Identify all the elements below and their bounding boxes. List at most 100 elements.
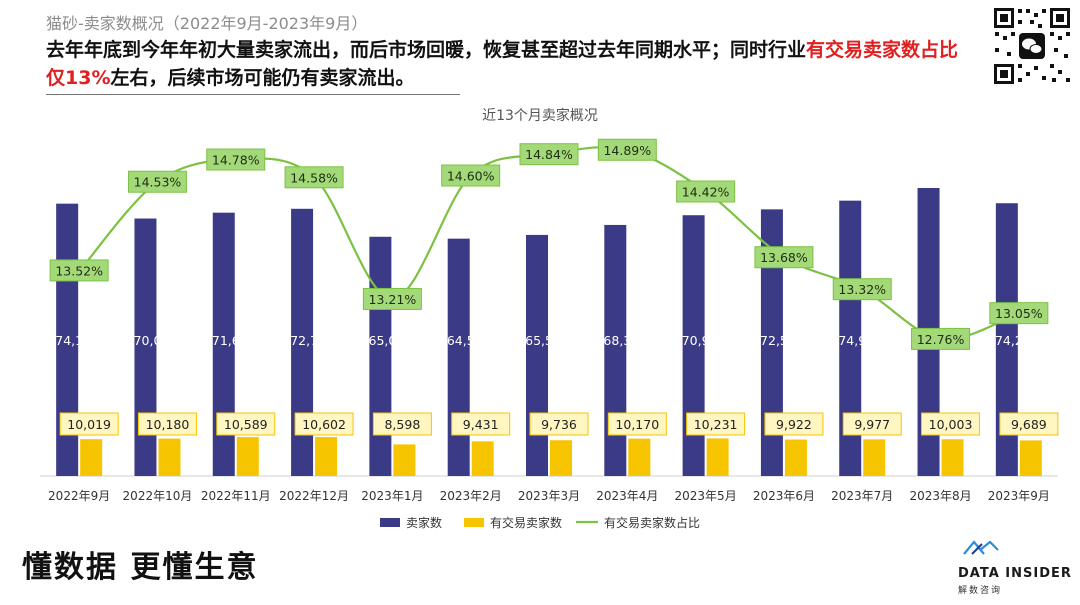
ratio-value-label: 13.68% bbox=[760, 250, 808, 265]
bar-traded-sellers bbox=[941, 439, 964, 476]
bar-traded-sellers bbox=[471, 441, 494, 476]
qr-code-icon bbox=[992, 6, 1072, 86]
bar-traded-sellers bbox=[1019, 440, 1042, 476]
seller-value-label: 70,057 bbox=[134, 333, 178, 348]
bar-traded-sellers bbox=[863, 439, 886, 476]
seller-value-label: 65,598 bbox=[525, 333, 569, 348]
ratio-value-label: 14.84% bbox=[525, 147, 573, 162]
seller-value-label: 70,959 bbox=[682, 333, 726, 348]
ratio-value-label: 13.21% bbox=[369, 292, 417, 307]
traded-label-box bbox=[842, 412, 902, 436]
traded-value-label: 8,598 bbox=[384, 417, 420, 432]
ratio-label-box bbox=[832, 278, 892, 301]
traded-value-label: 9,736 bbox=[541, 417, 577, 432]
traded-value-label: 10,003 bbox=[929, 417, 973, 432]
seller-value-label: 74,104 bbox=[55, 333, 99, 348]
seller-value-label: 72,554 bbox=[760, 333, 804, 348]
traded-label-box bbox=[294, 412, 354, 436]
ratio-label-box bbox=[754, 246, 814, 269]
x-tick-label: 2023年7月 bbox=[831, 489, 893, 503]
traded-value-label: 10,589 bbox=[224, 417, 268, 432]
bar-traded-sellers bbox=[80, 439, 103, 476]
ratio-value-label: 12.76% bbox=[917, 332, 965, 347]
ratio-value-label: 14.89% bbox=[603, 143, 651, 158]
traded-label-box bbox=[686, 412, 746, 436]
ratio-label-box bbox=[676, 180, 736, 203]
ratio-label-box bbox=[284, 166, 344, 189]
bar-sellers bbox=[447, 238, 470, 476]
seller-value-label: 72,707 bbox=[290, 333, 334, 348]
x-tick-label: 2023年2月 bbox=[440, 489, 502, 503]
logo-text: DATA INSIDER bbox=[958, 566, 1072, 581]
chart-title: 近13个月卖家概况 bbox=[482, 107, 598, 124]
ratio-value-label: 14.60% bbox=[447, 169, 495, 184]
slogan: 懂数据 更懂生意 bbox=[22, 550, 259, 585]
bar-traded-sellers bbox=[784, 439, 807, 476]
ratio-label-box bbox=[911, 327, 971, 350]
ratio-value-label: 14.78% bbox=[212, 153, 260, 168]
traded-value-label: 10,602 bbox=[302, 417, 346, 432]
ratio-label-box bbox=[49, 259, 109, 282]
x-tick-label: 2023年6月 bbox=[753, 489, 815, 503]
traded-label-box bbox=[372, 412, 432, 436]
traded-value-label: 10,019 bbox=[67, 417, 111, 432]
bar-sellers bbox=[760, 209, 783, 476]
x-tick-label: 2022年10月 bbox=[123, 489, 193, 503]
traded-label-box bbox=[764, 412, 824, 436]
traded-label-box bbox=[137, 412, 197, 436]
ratio-label-box bbox=[989, 302, 1049, 325]
ratio-label-box bbox=[597, 138, 657, 161]
traded-label-box bbox=[59, 412, 119, 436]
ratio-value-label: 14.53% bbox=[134, 175, 182, 190]
ratio-label-box bbox=[206, 148, 266, 171]
bar-traded-sellers bbox=[550, 440, 572, 476]
logo-subtext: 解数咨询 bbox=[958, 586, 1003, 596]
legend-swatch-sellers bbox=[380, 518, 400, 527]
seller-value-label: 74,921 bbox=[838, 333, 882, 348]
headline: 去年年底到今年年初大量卖家流出，而后市场回暖，恢复甚至超过去年同期水平；同时行业… bbox=[46, 36, 976, 92]
legend-swatch-traded bbox=[464, 518, 484, 527]
ratio-value-label: 13.05% bbox=[995, 306, 1043, 321]
ratio-label-box bbox=[127, 170, 187, 193]
bar-sellers bbox=[212, 212, 235, 476]
bar-sellers bbox=[682, 215, 705, 476]
traded-label-box bbox=[451, 412, 511, 436]
seller-chart: 近13个月卖家概况 2022年9月 2022年10月 2022年11月 2022年12月… bbox=[40, 107, 1059, 530]
bar-traded-sellers bbox=[628, 438, 651, 476]
seller-value-label: 74,219 bbox=[995, 333, 1039, 348]
traded-value-label: 10,170 bbox=[615, 417, 659, 432]
seller-value-label: 65,094 bbox=[369, 333, 413, 348]
headline-part1: 去年年底到今年年初大量卖家流出，而后市场回暖，恢复甚至超过去年同期水平；同时行业 bbox=[46, 39, 807, 61]
traded-label-box bbox=[216, 412, 276, 436]
bar-sellers bbox=[526, 234, 548, 476]
traded-value-label: 10,180 bbox=[146, 417, 190, 432]
seller-value-label: 71,652 bbox=[212, 333, 256, 348]
x-tick-label: 2023年5月 bbox=[675, 489, 737, 503]
x-tick-label: 2023年1月 bbox=[361, 489, 423, 503]
ratio-value-label: 14.58% bbox=[290, 170, 338, 185]
seller-value-label: 68,309 bbox=[603, 333, 647, 348]
traded-value-label: 9,977 bbox=[854, 417, 890, 432]
legend-label-sellers: 卖家数 bbox=[406, 515, 442, 530]
ratio-value-label: 13.32% bbox=[838, 282, 886, 297]
bar-traded-sellers bbox=[706, 438, 729, 476]
bar-traded-sellers bbox=[393, 444, 416, 476]
x-tick-label: 2023年3月 bbox=[518, 489, 580, 503]
traded-value-label: 9,431 bbox=[463, 417, 499, 432]
bar-sellers bbox=[839, 200, 862, 476]
traded-label-box bbox=[607, 412, 667, 436]
legend-label-ratio: 有交易卖家数占比 bbox=[604, 515, 700, 530]
traded-value-label: 9,922 bbox=[776, 417, 812, 432]
chart-subtitle: 猫砂-卖家数概况（2022年9月-2023年9月） bbox=[46, 14, 368, 33]
x-tick-label: 2023年8月 bbox=[909, 489, 971, 503]
ratio-value-label: 14.42% bbox=[682, 185, 730, 200]
bar-sellers bbox=[291, 208, 314, 476]
legend-label-traded: 有交易卖家数 bbox=[490, 515, 562, 530]
bar-sellers bbox=[995, 203, 1018, 476]
headline-part2: 左右，后续市场可能仍有卖家流出。 bbox=[110, 67, 415, 89]
x-tick-label: 2022年12月 bbox=[279, 489, 349, 503]
traded-label-box bbox=[529, 412, 589, 436]
ratio-label-box bbox=[441, 164, 501, 187]
traded-value-label: 10,231 bbox=[694, 417, 738, 432]
x-tick-label: 2023年4月 bbox=[596, 489, 658, 503]
